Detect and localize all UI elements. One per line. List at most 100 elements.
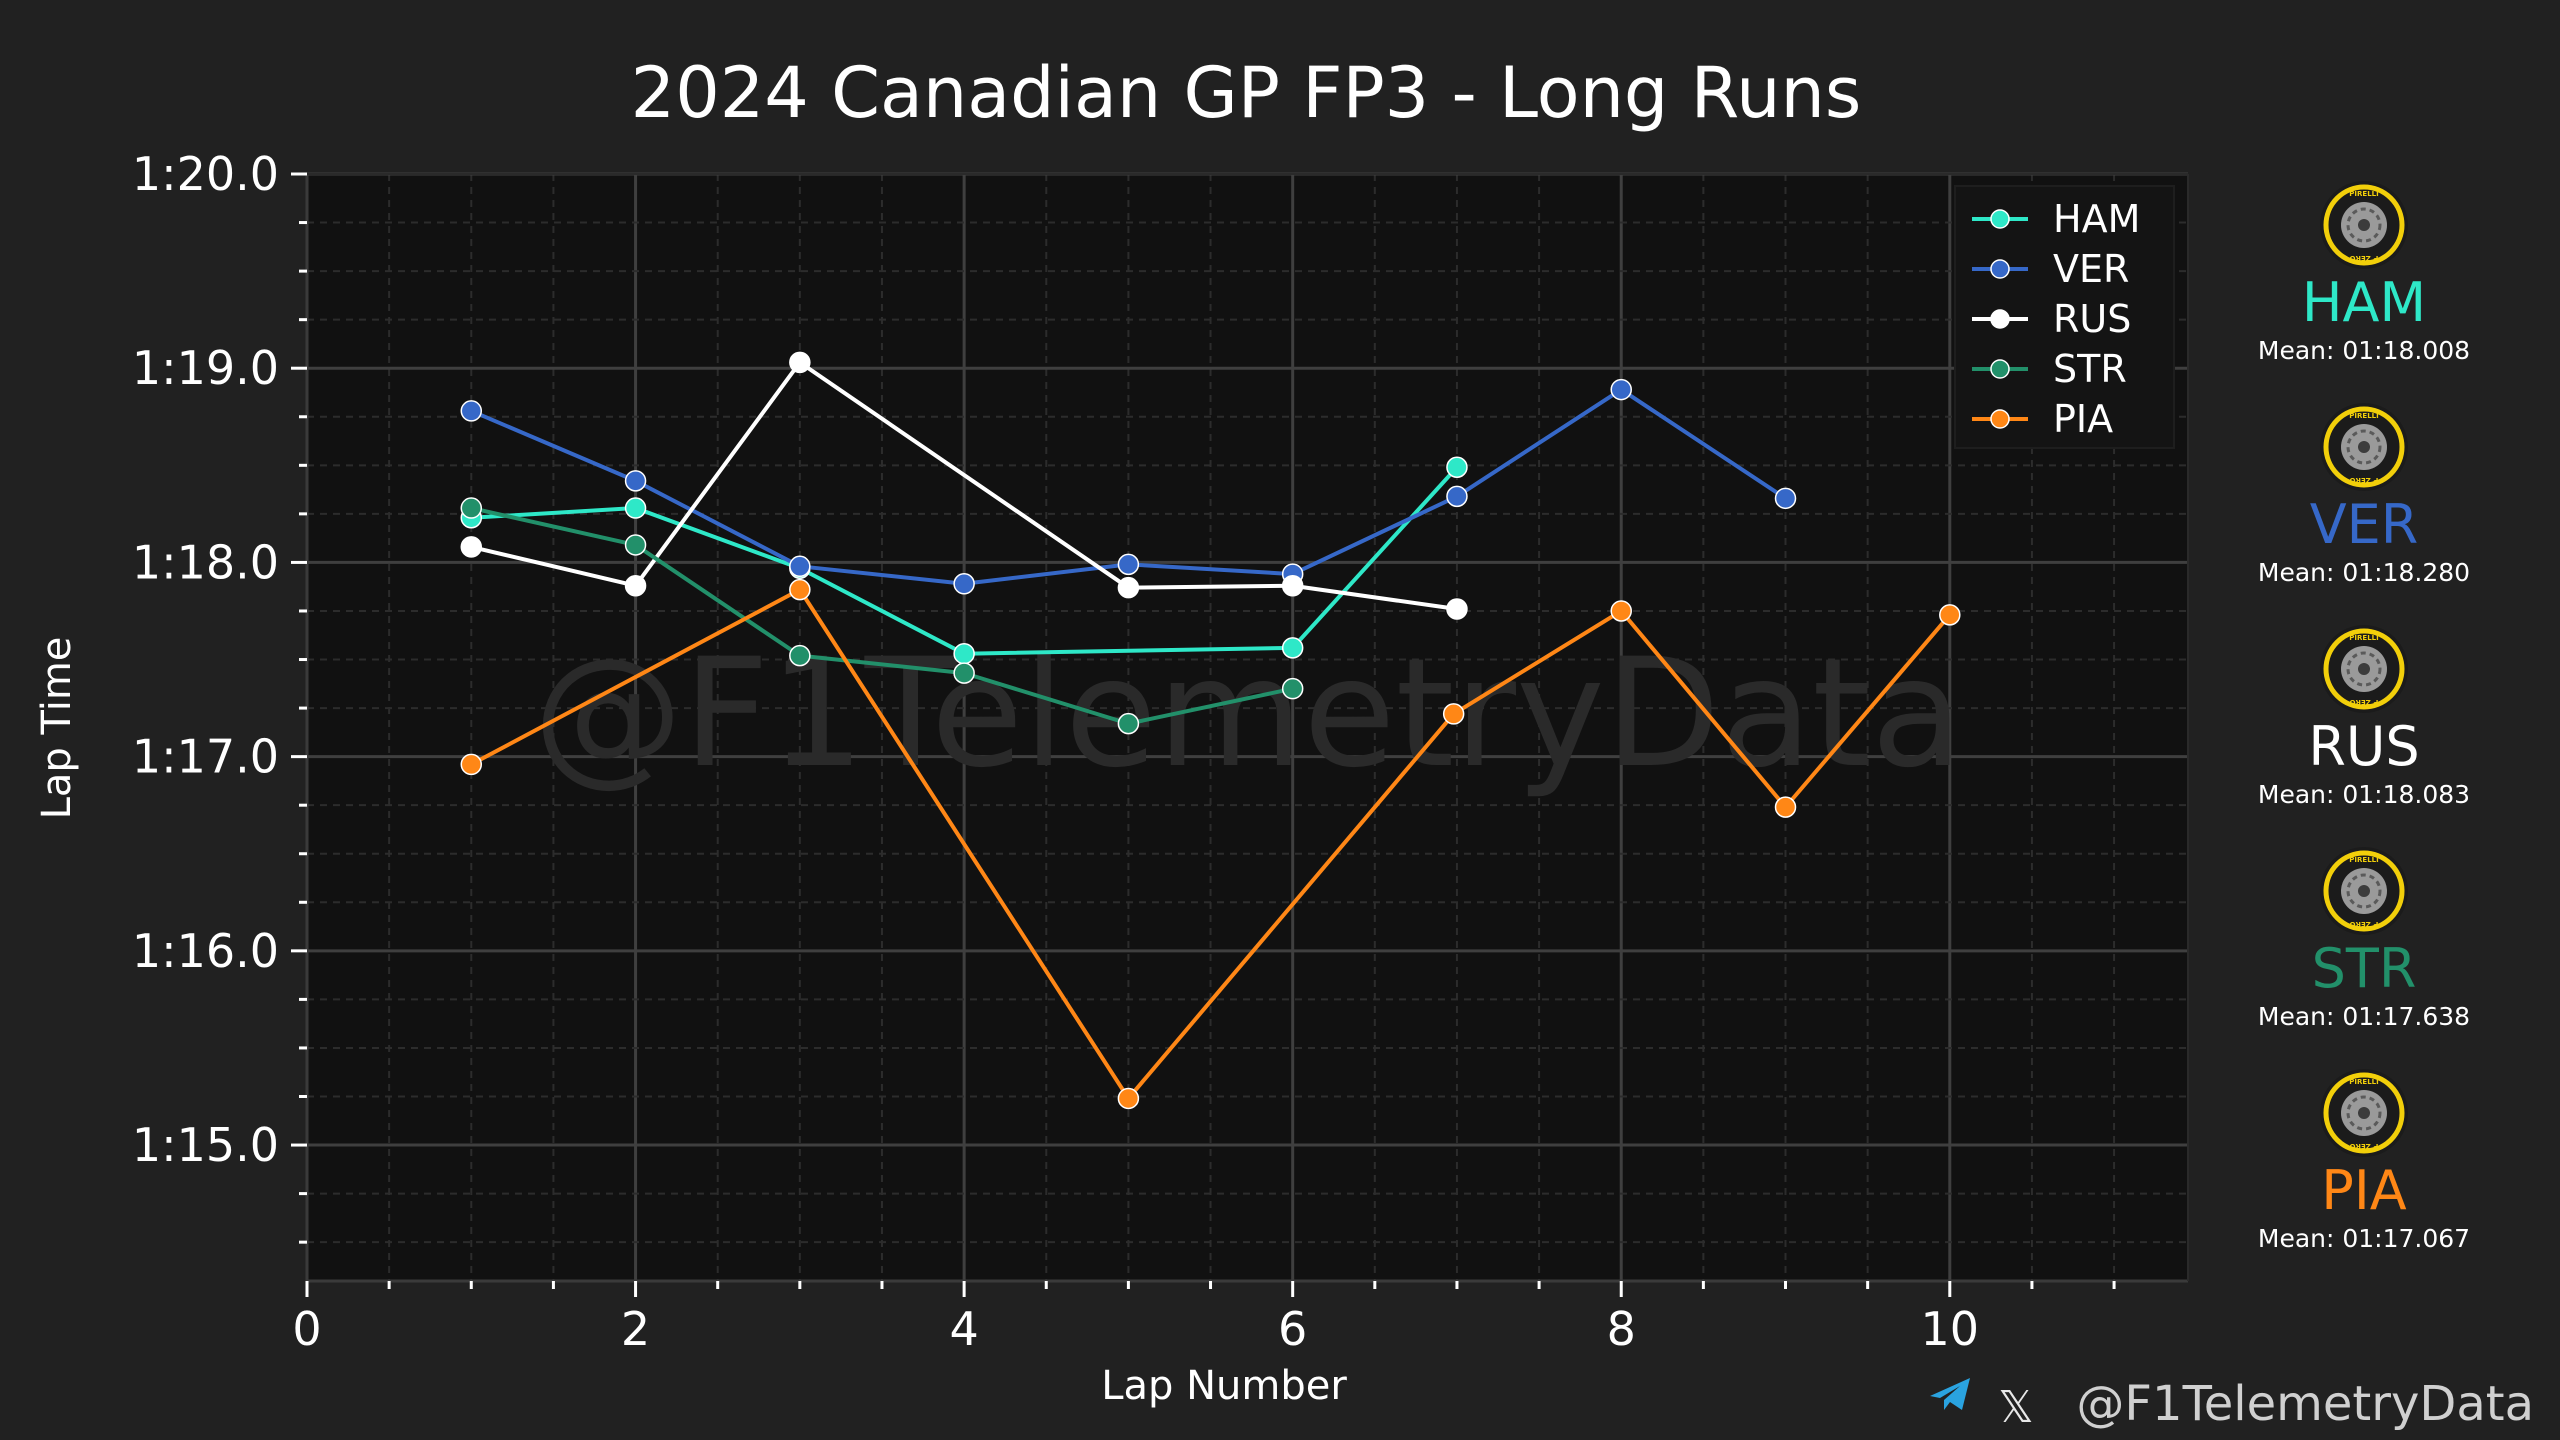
tyre-brand-label: PIRELLI <box>2349 1078 2378 1086</box>
legend-label-pia: PIA <box>2053 397 2113 441</box>
driver-name-rus: RUS <box>2308 715 2419 778</box>
driver-mean-str: Mean: 01:17.638 <box>2258 1002 2470 1031</box>
pirelli-tyre-icon: PIRELLI P ZERO <box>2320 625 2408 713</box>
y-tick-label: 1:16.0 <box>132 924 279 978</box>
data-point-str <box>953 662 975 684</box>
driver-name-ver: VER <box>2310 493 2419 556</box>
legend-marker-str <box>1990 359 2010 379</box>
driver-name-str: STR <box>2312 937 2417 1000</box>
footer-handle: @F1TelemetryData <box>2076 1376 2534 1432</box>
pirelli-tyre-icon: PIRELLI P ZERO <box>2320 847 2408 935</box>
telegram-icon <box>1930 1378 1970 1410</box>
x-logo-icon: 𝕏 <box>1998 1382 2033 1433</box>
driver-mean-ver: Mean: 01:18.280 <box>2258 558 2470 587</box>
tyre-brand-label: PIRELLI <box>2349 190 2378 198</box>
tyre-hub <box>2358 219 2370 231</box>
data-point-rus <box>1281 574 1304 597</box>
tyre-spokes <box>2346 651 2382 687</box>
data-point-pia <box>1939 604 1961 626</box>
data-point-str <box>789 644 811 667</box>
data-point-pia <box>789 578 811 601</box>
x-tick-label: 4 <box>949 1302 978 1356</box>
tyre-hub <box>2358 441 2370 453</box>
data-point-pia <box>1774 796 1797 818</box>
tyre-compound-label: P ZERO <box>2350 1142 2379 1150</box>
series-ham <box>460 456 1468 665</box>
tyre-band <box>2323 184 2405 266</box>
x-tick-label: 2 <box>621 1302 650 1356</box>
data-point-rus <box>1117 576 1140 599</box>
legend-marker-ham <box>1990 209 2010 229</box>
data-point-ver <box>789 555 811 578</box>
tyre-brand-label: PIRELLI <box>2349 412 2378 420</box>
legend-marker-pia <box>1990 409 2010 429</box>
legend-label-str: STR <box>2053 347 2127 391</box>
driver-name-ham: HAM <box>2302 271 2426 334</box>
legend: HAM VER RUS STR PIA <box>1954 185 2175 449</box>
driver-mean-ham: Mean: 01:18.008 <box>2258 336 2470 365</box>
tyre-spokes <box>2346 1095 2382 1131</box>
data-point-rus <box>624 574 647 597</box>
x-tick-label: 10 <box>1921 1302 1980 1356</box>
x-axis-label: Lap Number <box>1101 1363 1347 1409</box>
x-tick-label: 8 <box>1607 1302 1636 1356</box>
driver-mean-rus: Mean: 01:18.083 <box>2258 780 2470 809</box>
data-point-ver <box>460 400 483 422</box>
data-point-ver <box>1774 487 1797 510</box>
tyre-compound-label: P ZERO <box>2350 698 2379 706</box>
x-tick-label: 6 <box>1278 1302 1307 1356</box>
data-point-ver <box>1117 553 1140 576</box>
series-str <box>460 497 1304 735</box>
y-tick-label: 1:20.0 <box>132 147 279 201</box>
tyre-brand-label: PIRELLI <box>2349 856 2378 864</box>
driver-mean-pia: Mean: 01:17.067 <box>2258 1224 2470 1253</box>
driver-name-pia: PIA <box>2321 1159 2406 1222</box>
legend-label-rus: RUS <box>2053 297 2131 341</box>
data-point-ver <box>1610 378 1632 401</box>
data-point-ham <box>624 497 647 519</box>
data-point-pia <box>460 753 483 776</box>
y-tick-label: 1:19.0 <box>132 341 279 395</box>
data-point-str <box>1117 712 1140 735</box>
x-tick-label: 0 <box>292 1302 321 1356</box>
series <box>460 351 1961 1110</box>
grid <box>307 172 2188 1281</box>
tyre-spokes <box>2346 207 2382 243</box>
series-line-ham <box>471 465 1459 656</box>
data-point-ver <box>1446 485 1468 508</box>
watermark: @F1TelemetryData <box>533 627 1963 801</box>
pirelli-tyre-icon: PIRELLI P ZERO <box>2320 1069 2408 1157</box>
tyre-band <box>2323 406 2405 488</box>
data-point-rus <box>789 351 811 374</box>
series-rus <box>460 351 1468 620</box>
tyre-band <box>2323 628 2405 710</box>
data-point-str <box>1281 677 1304 700</box>
tyre-compound-label: P ZERO <box>2350 920 2379 928</box>
tyre-hub <box>2358 1107 2370 1119</box>
tyre-band <box>2323 1072 2405 1154</box>
series-pia <box>460 578 1961 1110</box>
data-point-rus <box>1446 598 1468 620</box>
data-point-ham <box>953 642 975 665</box>
y-tick-label: 1:18.0 <box>132 535 279 589</box>
chart-title: 2024 Canadian GP FP3 - Long Runs <box>631 52 1862 134</box>
legend-label-ver: VER <box>2053 247 2129 291</box>
series-line-rus <box>470 360 1458 612</box>
tyre-spokes <box>2346 429 2382 465</box>
tyre-compound-label: P ZERO <box>2350 254 2379 262</box>
y-tick-label: 1:15.0 <box>132 1118 279 1172</box>
data-point-ham <box>1281 637 1304 659</box>
tyre-compound-label: P ZERO <box>2350 476 2379 484</box>
data-point-pia <box>1117 1087 1140 1110</box>
y-axis-label: Lap Time <box>34 637 80 820</box>
pirelli-tyre-icon: PIRELLI P ZERO <box>2320 403 2408 491</box>
pirelli-tyre-icon: PIRELLI P ZERO <box>2320 181 2408 269</box>
data-point-ver <box>624 470 647 492</box>
axes: 1:15.0 1:16.0 1:17.0 1:18.0 1:19.0 1:20.0 0 2 4 6… <box>132 147 2189 1356</box>
data-point-pia <box>1610 600 1632 622</box>
data-point-str <box>624 534 647 556</box>
